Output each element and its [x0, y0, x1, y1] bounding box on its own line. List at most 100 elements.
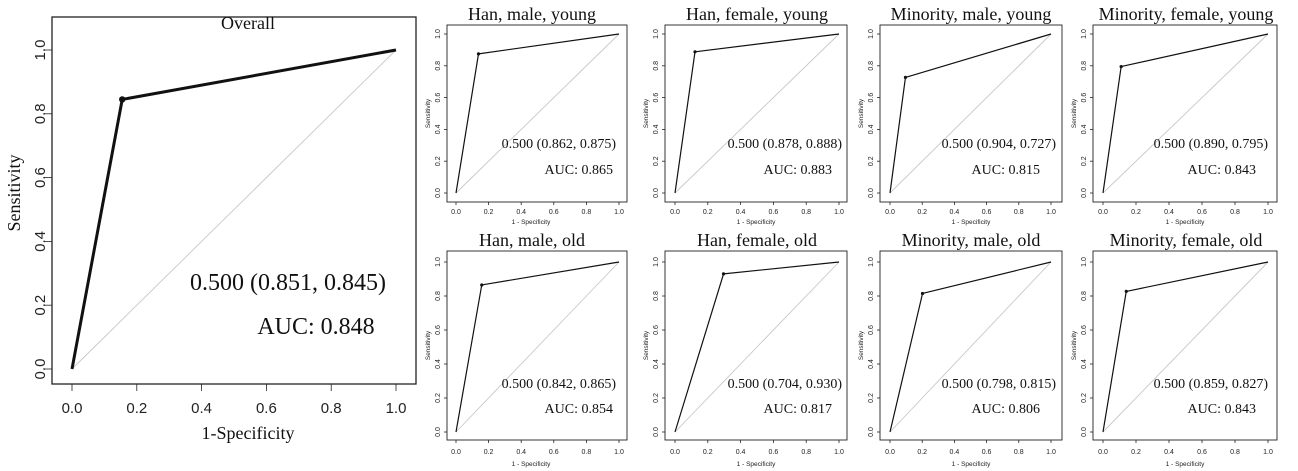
roc-panel-han-female-old: Han, female, old 0.0 0.2 0.4 0.6 0.8 1.0 0.0 0.2… — [643, 230, 848, 468]
y-tick-label: 0.0 — [435, 427, 442, 437]
auc-label: AUC: 0.817 — [764, 402, 832, 417]
x-tick-label: 0.2 — [917, 449, 927, 456]
y-axis-label: Sensitivity — [858, 330, 865, 360]
x-tick-label: 0.4 — [736, 449, 746, 456]
threshold-point — [476, 52, 481, 56]
chart-title: Minority, female, old — [1110, 230, 1263, 250]
x-tick-label: 0.2 — [126, 400, 147, 417]
x-tick-label: 0.6 — [1197, 449, 1207, 456]
y-tick-label: 0.2 — [653, 393, 660, 403]
x-tick-label: 1.0 — [614, 449, 624, 456]
x-tick-label: 0.4 — [516, 449, 526, 456]
chart-title: Minority, male, old — [902, 230, 1041, 250]
y-tick-label: 0.8 — [653, 61, 660, 71]
roc-panel-minority-male-young: Minority, male, young 0.0 0.2 0.4 0.6 0.8 1.0 0… — [858, 4, 1063, 226]
y-tick-label: 0.6 — [653, 325, 660, 335]
diagonal-reference-line — [1102, 261, 1269, 433]
plot-frame — [664, 24, 848, 203]
x-tick-label: 0.4 — [950, 449, 960, 456]
roc-panel-minority-female-old: Minority, female, old 0.0 0.2 0.4 0.6 0.8 1.0 0… — [1071, 230, 1278, 468]
x-tick-label: 1.0 — [834, 449, 844, 456]
y-axis-label: Sensitivity — [858, 98, 865, 128]
x-tick-label: 0.4 — [950, 209, 960, 216]
y-tick-label: 0.6 — [1081, 93, 1088, 103]
threshold-label: 0.500 (0.904, 0.727) — [942, 137, 1057, 152]
x-tick-label: 0.2 — [484, 209, 494, 216]
y-tick-label: 1.0 — [435, 29, 442, 39]
diagonal-reference-line — [674, 33, 840, 194]
x-tick-label: 0.0 — [670, 449, 680, 456]
threshold-point — [693, 50, 697, 54]
x-tick-label: 0.2 — [1131, 449, 1141, 456]
y-tick-label: 0.6 — [32, 167, 49, 188]
x-tick-label: 0.6 — [1197, 209, 1207, 216]
chart-title: Overall — [221, 13, 275, 33]
y-tick-label: 0.4 — [32, 231, 49, 252]
diagonal-reference-line — [889, 33, 1052, 194]
y-tick-label: 0.2 — [1081, 393, 1088, 403]
chart-title: Han, male, young — [468, 4, 596, 24]
y-tick-label: 1.0 — [435, 257, 442, 267]
auc-label: AUC: 0.843 — [1188, 402, 1256, 417]
y-tick-label: 0.4 — [868, 124, 875, 134]
plot-frame — [879, 24, 1063, 203]
y-tick-label: 0.0 — [435, 188, 442, 198]
auc-label: AUC: 0.883 — [764, 163, 832, 178]
y-tick-label: 0.4 — [868, 359, 875, 369]
y-tick-label: 0.4 — [435, 124, 442, 134]
x-tick-label: 1.0 — [834, 209, 844, 216]
y-tick-label: 0.0 — [653, 427, 660, 437]
y-tick-label: 0.8 — [435, 291, 442, 301]
y-tick-label: 0.2 — [868, 393, 875, 403]
y-tick-label: 0.0 — [1081, 427, 1088, 437]
y-tick-label: 0.4 — [653, 124, 660, 134]
threshold-point — [1119, 64, 1123, 69]
x-tick-label: 0.0 — [1098, 449, 1108, 456]
diagonal-reference-line — [889, 261, 1052, 433]
threshold-label: 0.500 (0.859, 0.827) — [1154, 377, 1269, 392]
chart-title: Han, female, young — [686, 4, 828, 24]
y-tick-label: 0.2 — [435, 393, 442, 403]
y-tick-label: 0.0 — [653, 188, 660, 198]
x-tick-label: 0.8 — [582, 209, 592, 216]
threshold-point — [1124, 289, 1128, 294]
y-tick-label: 0.8 — [868, 291, 875, 301]
y-axis-label: Sensitivity — [643, 330, 650, 360]
auc-label: AUC: 0.865 — [545, 163, 613, 178]
plot-frame — [446, 250, 628, 441]
x-tick-label: 0.2 — [917, 209, 927, 216]
auc-label: AUC: 0.854 — [545, 402, 613, 417]
threshold-label: 0.500 (0.862, 0.875) — [502, 137, 617, 152]
y-tick-label: 0.6 — [653, 93, 660, 103]
y-tick-label: 0.8 — [868, 61, 875, 71]
x-tick-label: 0.0 — [62, 400, 83, 417]
diagonal-reference-line — [674, 261, 840, 433]
y-tick-label: 0.8 — [653, 291, 660, 301]
auc-label: AUC: 0.843 — [1188, 163, 1256, 178]
x-tick-label: 0.8 — [1014, 449, 1024, 456]
x-tick-label: 0.8 — [582, 449, 592, 456]
plot-frame — [446, 24, 628, 203]
threshold-label: 0.500 (0.878, 0.888) — [728, 137, 843, 152]
y-tick-label: 0.2 — [435, 156, 442, 166]
diagonal-reference-line — [71, 49, 397, 370]
threshold-label: 0.500 (0.842, 0.865) — [502, 377, 617, 392]
threshold-label: 0.500 (0.851, 0.845) — [190, 270, 386, 296]
y-tick-label: 0.2 — [653, 156, 660, 166]
x-axis-label: 1 - Specificity — [512, 461, 551, 468]
x-tick-label: 1.0 — [386, 400, 407, 417]
x-tick-label: 0.4 — [516, 209, 526, 216]
plot-frame — [664, 250, 848, 441]
x-tick-label: 0.6 — [769, 449, 779, 456]
threshold-label: 0.500 (0.798, 0.815) — [942, 377, 1057, 392]
roc-panel-han-female-young: Han, female, young 0.0 0.2 0.4 0.6 0.8 1.0 0.0 0… — [643, 4, 848, 226]
y-tick-label: 1.0 — [868, 29, 875, 39]
y-tick-label: 0.0 — [1081, 188, 1088, 198]
x-axis-label: 1 - Specificity — [512, 219, 551, 226]
roc-panel-han-male-old: Han, male, old 0.0 0.2 0.4 0.6 0.8 1.0 0.0 0.2 0.… — [425, 230, 628, 468]
y-axis-label: Sensitivity — [425, 98, 432, 128]
x-axis-label: 1 - Specificity — [1166, 219, 1205, 226]
x-tick-label: 0.0 — [451, 449, 461, 456]
y-tick-label: 0.6 — [435, 93, 442, 103]
